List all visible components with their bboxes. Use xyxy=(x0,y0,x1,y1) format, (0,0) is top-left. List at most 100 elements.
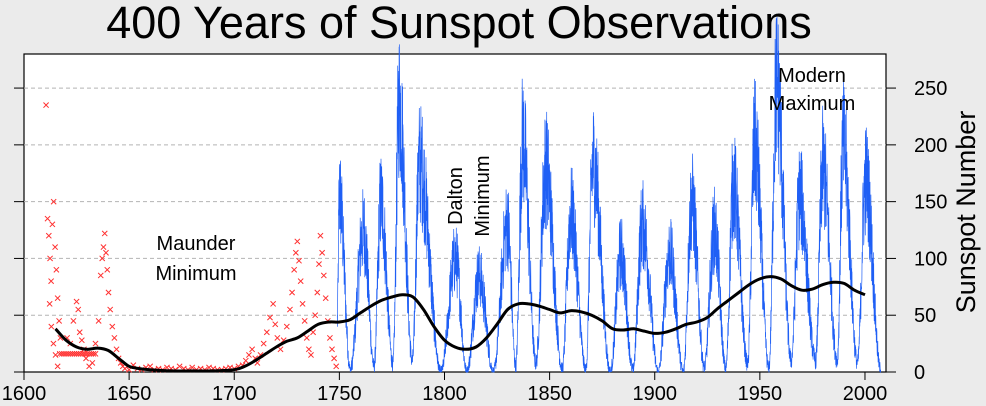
data-point-marker xyxy=(109,323,116,330)
data-point-marker xyxy=(75,306,82,313)
x-tick-label: 1850 xyxy=(527,383,572,405)
data-point-marker xyxy=(287,306,293,313)
data-point-marker xyxy=(65,350,72,357)
data-point-marker xyxy=(92,340,99,347)
x-tick-label: 1750 xyxy=(317,383,362,405)
data-point-marker xyxy=(90,350,97,357)
trend-line xyxy=(54,275,866,373)
data-point-marker xyxy=(292,249,299,256)
data-point-marker xyxy=(189,364,196,371)
data-point-marker xyxy=(53,266,60,273)
data-point-marker xyxy=(54,363,61,370)
data-point-marker xyxy=(267,314,273,321)
data-point-marker xyxy=(296,257,302,264)
data-point-marker xyxy=(176,363,183,370)
data-point-marker xyxy=(101,230,108,237)
x-tick-label: 1700 xyxy=(212,383,257,405)
annotation-modern-line2: Maximum xyxy=(769,93,856,115)
data-point-marker xyxy=(48,278,55,285)
data-point-marker xyxy=(97,272,104,279)
data-point-marker xyxy=(333,363,340,370)
data-point-marker xyxy=(52,352,59,358)
trend-series xyxy=(54,275,866,373)
data-point-marker xyxy=(99,255,106,262)
data-point-marker xyxy=(52,244,59,251)
data-point-marker xyxy=(63,350,70,357)
data-point-marker xyxy=(283,323,290,330)
data-point-marker xyxy=(291,266,298,273)
data-point-marker xyxy=(46,300,53,307)
data-point-marker xyxy=(47,255,54,262)
data-point-marker xyxy=(69,350,76,357)
data-point-marker xyxy=(274,334,281,341)
data-point-marker xyxy=(322,295,329,302)
data-point-marker xyxy=(107,306,114,313)
monthly-sunspot-line xyxy=(336,16,882,374)
data-point-marker xyxy=(316,261,322,268)
data-point-marker xyxy=(326,334,333,341)
data-point-marker xyxy=(297,278,304,285)
annotation-modern-line1: Modern xyxy=(778,65,846,87)
data-point-marker xyxy=(67,350,74,357)
x-tick-label: 1950 xyxy=(738,383,783,405)
data-point-marker xyxy=(246,352,252,358)
data-point-marker xyxy=(272,321,279,328)
data-point-marker xyxy=(43,102,50,109)
data-point-marker xyxy=(294,238,301,245)
data-point-marker xyxy=(75,350,82,357)
y-axis-label: Sunspot Number xyxy=(951,111,981,314)
data-point-marker xyxy=(45,232,52,239)
y-tick-label: 250 xyxy=(914,78,947,100)
data-point-marker xyxy=(312,312,319,319)
monthly-sunspot-series xyxy=(336,16,882,374)
data-point-marker xyxy=(50,340,57,347)
data-point-marker xyxy=(289,289,296,296)
data-point-marker xyxy=(49,221,56,228)
data-point-marker xyxy=(206,364,212,371)
annotation-dalton-line1: Dalton xyxy=(445,167,467,225)
data-point-marker xyxy=(303,334,310,341)
data-point-marker xyxy=(103,249,109,256)
data-point-marker xyxy=(270,300,277,307)
data-point-marker xyxy=(121,365,128,372)
data-point-marker xyxy=(147,363,154,370)
x-tick-label: 2000 xyxy=(843,383,888,405)
data-point-marker xyxy=(319,249,326,256)
x-tick-label: 1600 xyxy=(2,383,47,405)
data-point-marker xyxy=(86,350,93,357)
y-tick-label: 150 xyxy=(914,192,947,214)
gridlines xyxy=(24,87,886,316)
data-point-marker xyxy=(301,317,308,324)
data-point-marker xyxy=(88,350,95,357)
data-point-marker xyxy=(78,337,85,344)
chart-title: 400 Years of Sunspot Observations xyxy=(106,0,811,48)
data-point-marker xyxy=(95,317,102,324)
data-point-marker xyxy=(260,340,267,347)
data-point-marker xyxy=(299,300,306,307)
data-point-marker xyxy=(310,329,317,336)
y-tick-label: 100 xyxy=(914,248,947,270)
data-point-marker xyxy=(320,272,327,279)
data-point-marker xyxy=(305,346,312,353)
data-point-marker xyxy=(77,350,84,357)
data-point-marker xyxy=(56,317,63,324)
data-point-marker xyxy=(89,359,96,366)
y-axis: 0 50 100 150 200 250 xyxy=(14,78,947,384)
y-tick-label: 50 xyxy=(914,305,936,327)
data-point-marker xyxy=(83,355,89,362)
data-point-marker xyxy=(92,350,99,357)
data-point-marker xyxy=(249,346,256,353)
data-point-marker xyxy=(242,357,249,364)
annotation-dalton-line2: Minimum xyxy=(472,155,494,236)
data-point-marker xyxy=(50,198,57,205)
x-tick-label: 1800 xyxy=(422,383,467,405)
y-tick-label: 0 xyxy=(914,362,925,384)
data-point-marker xyxy=(73,298,80,305)
data-point-marker xyxy=(82,350,88,357)
data-point-marker xyxy=(308,352,314,358)
data-point-marker xyxy=(73,350,80,357)
x-tick-label: 1900 xyxy=(632,383,677,405)
data-point-marker xyxy=(58,350,65,357)
data-point-marker xyxy=(56,350,63,357)
